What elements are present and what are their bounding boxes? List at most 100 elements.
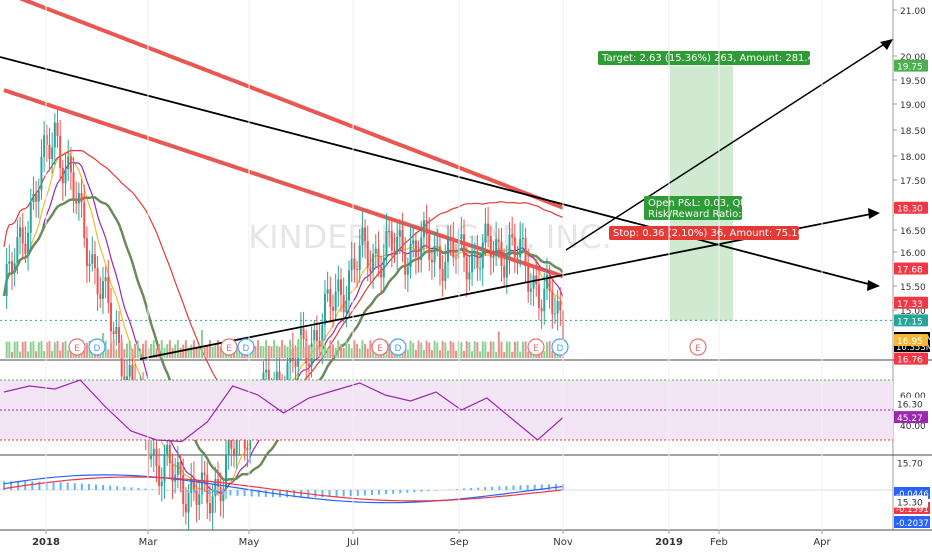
volume-bar: [482, 341, 484, 358]
volume-bar: [113, 341, 115, 358]
volume-bar: [142, 344, 144, 358]
price-candle-body: [99, 294, 101, 298]
price-candle-body: [372, 254, 374, 272]
macd-histogram-bar: [244, 490, 246, 496]
volume-bar: [48, 341, 50, 358]
price-candle-body: [559, 301, 561, 310]
price-badge-label: 18.30: [897, 205, 923, 215]
volume-bar: [297, 340, 299, 358]
volume-bar: [335, 348, 337, 358]
price-candle-body: [369, 268, 371, 272]
macd-badge-label: -0.2037: [896, 519, 929, 529]
price-candle-body: [327, 289, 329, 293]
time-tick-label: Nov: [553, 537, 573, 548]
price-candle-body: [500, 242, 502, 266]
time-tick-label: Jul: [346, 537, 359, 548]
price-candle-body: [375, 249, 377, 254]
volume-bar: [276, 346, 278, 358]
price-candle-body: [89, 264, 91, 266]
open-pl-label-text: Open P&L: 0.03, Qty: 69: [648, 198, 769, 209]
price-tick-label: 19.50: [900, 77, 926, 87]
volume-bar: [321, 340, 323, 358]
price-candle-body: [466, 257, 468, 279]
price-candle-body: [212, 496, 214, 513]
price-candle-body: [541, 308, 543, 311]
price-candle-body: [380, 267, 382, 278]
volume-bar: [273, 340, 275, 358]
volume-bar: [278, 347, 280, 358]
volume-bar: [163, 348, 165, 358]
volume-bar: [361, 340, 363, 358]
price-candle-body: [393, 251, 395, 255]
volume-bar: [434, 341, 436, 358]
time-tick-label: Sep: [450, 537, 469, 548]
price-candle-body: [303, 328, 305, 338]
volume-bar: [455, 351, 457, 358]
volume-bar: [284, 345, 286, 358]
macd-histogram-bar: [406, 490, 408, 493]
price-candle-body: [118, 327, 120, 343]
volume-bar: [426, 341, 428, 358]
volume-bar: [313, 340, 315, 358]
price-candle-body: [105, 277, 107, 281]
volume-bar: [115, 349, 117, 358]
price-candle-body: [73, 172, 75, 198]
price-candle-body: [487, 224, 489, 236]
price-candle-body: [161, 482, 163, 486]
macd-histogram-bar: [392, 490, 394, 494]
price-badge-label: 17.33: [897, 300, 923, 310]
volume-bar: [123, 349, 125, 358]
volume-bar: [254, 346, 256, 358]
volume-bar: [51, 351, 53, 358]
volume-bar: [431, 350, 433, 358]
volume-bar: [24, 341, 26, 358]
price-candle-body: [48, 145, 50, 159]
dividend-marker-label: D: [557, 344, 564, 354]
price-candle-body: [463, 234, 465, 257]
price-candle-body: [246, 448, 248, 449]
price-candle-body: [19, 227, 21, 237]
price-candle-body: [78, 193, 80, 203]
price-candle-body: [169, 445, 171, 464]
macd-histogram-bar: [95, 484, 97, 490]
price-candle-body: [83, 202, 85, 238]
macd-histogram-bar: [74, 483, 76, 490]
volume-bar: [492, 342, 494, 358]
macd-histogram-bar: [180, 490, 182, 492]
macd-histogram-bar: [527, 485, 529, 490]
volume-bar: [348, 344, 350, 358]
price-candle-body: [479, 268, 481, 269]
price-candle-body: [402, 230, 404, 252]
price-badge-label: 15.70: [897, 460, 923, 470]
volume-bar: [495, 352, 497, 358]
price-candle-body: [265, 370, 267, 373]
volume-bar: [260, 346, 262, 358]
price-candle-body: [220, 487, 222, 501]
price-candle-body: [348, 271, 350, 301]
macd-histogram-bar: [123, 487, 125, 490]
time-tick-label: May: [239, 537, 260, 548]
volume-bar: [474, 341, 476, 358]
volume-bar: [522, 342, 524, 358]
price-candle-body: [27, 233, 29, 254]
volume-bar: [110, 343, 112, 358]
price-candle-body: [11, 261, 13, 272]
dividend-marker-label: D: [243, 344, 250, 354]
macd-histogram-bar: [420, 490, 422, 492]
price-candle-body: [495, 239, 497, 256]
price-candle-body: [418, 257, 420, 260]
price-candle-body: [316, 330, 318, 341]
volume-bar: [169, 340, 171, 358]
volume-bar: [270, 346, 272, 358]
macd-histogram-bar: [81, 484, 83, 490]
price-candle-body: [351, 259, 353, 271]
macd-histogram-bar: [350, 490, 352, 496]
dividend-marker-label: D: [94, 344, 101, 354]
macd-histogram-bar: [512, 486, 514, 490]
price-tick-label: 18.50: [900, 127, 926, 137]
price-candle-body: [153, 449, 155, 456]
volume-bar: [27, 351, 29, 358]
volume-bar: [364, 344, 366, 358]
